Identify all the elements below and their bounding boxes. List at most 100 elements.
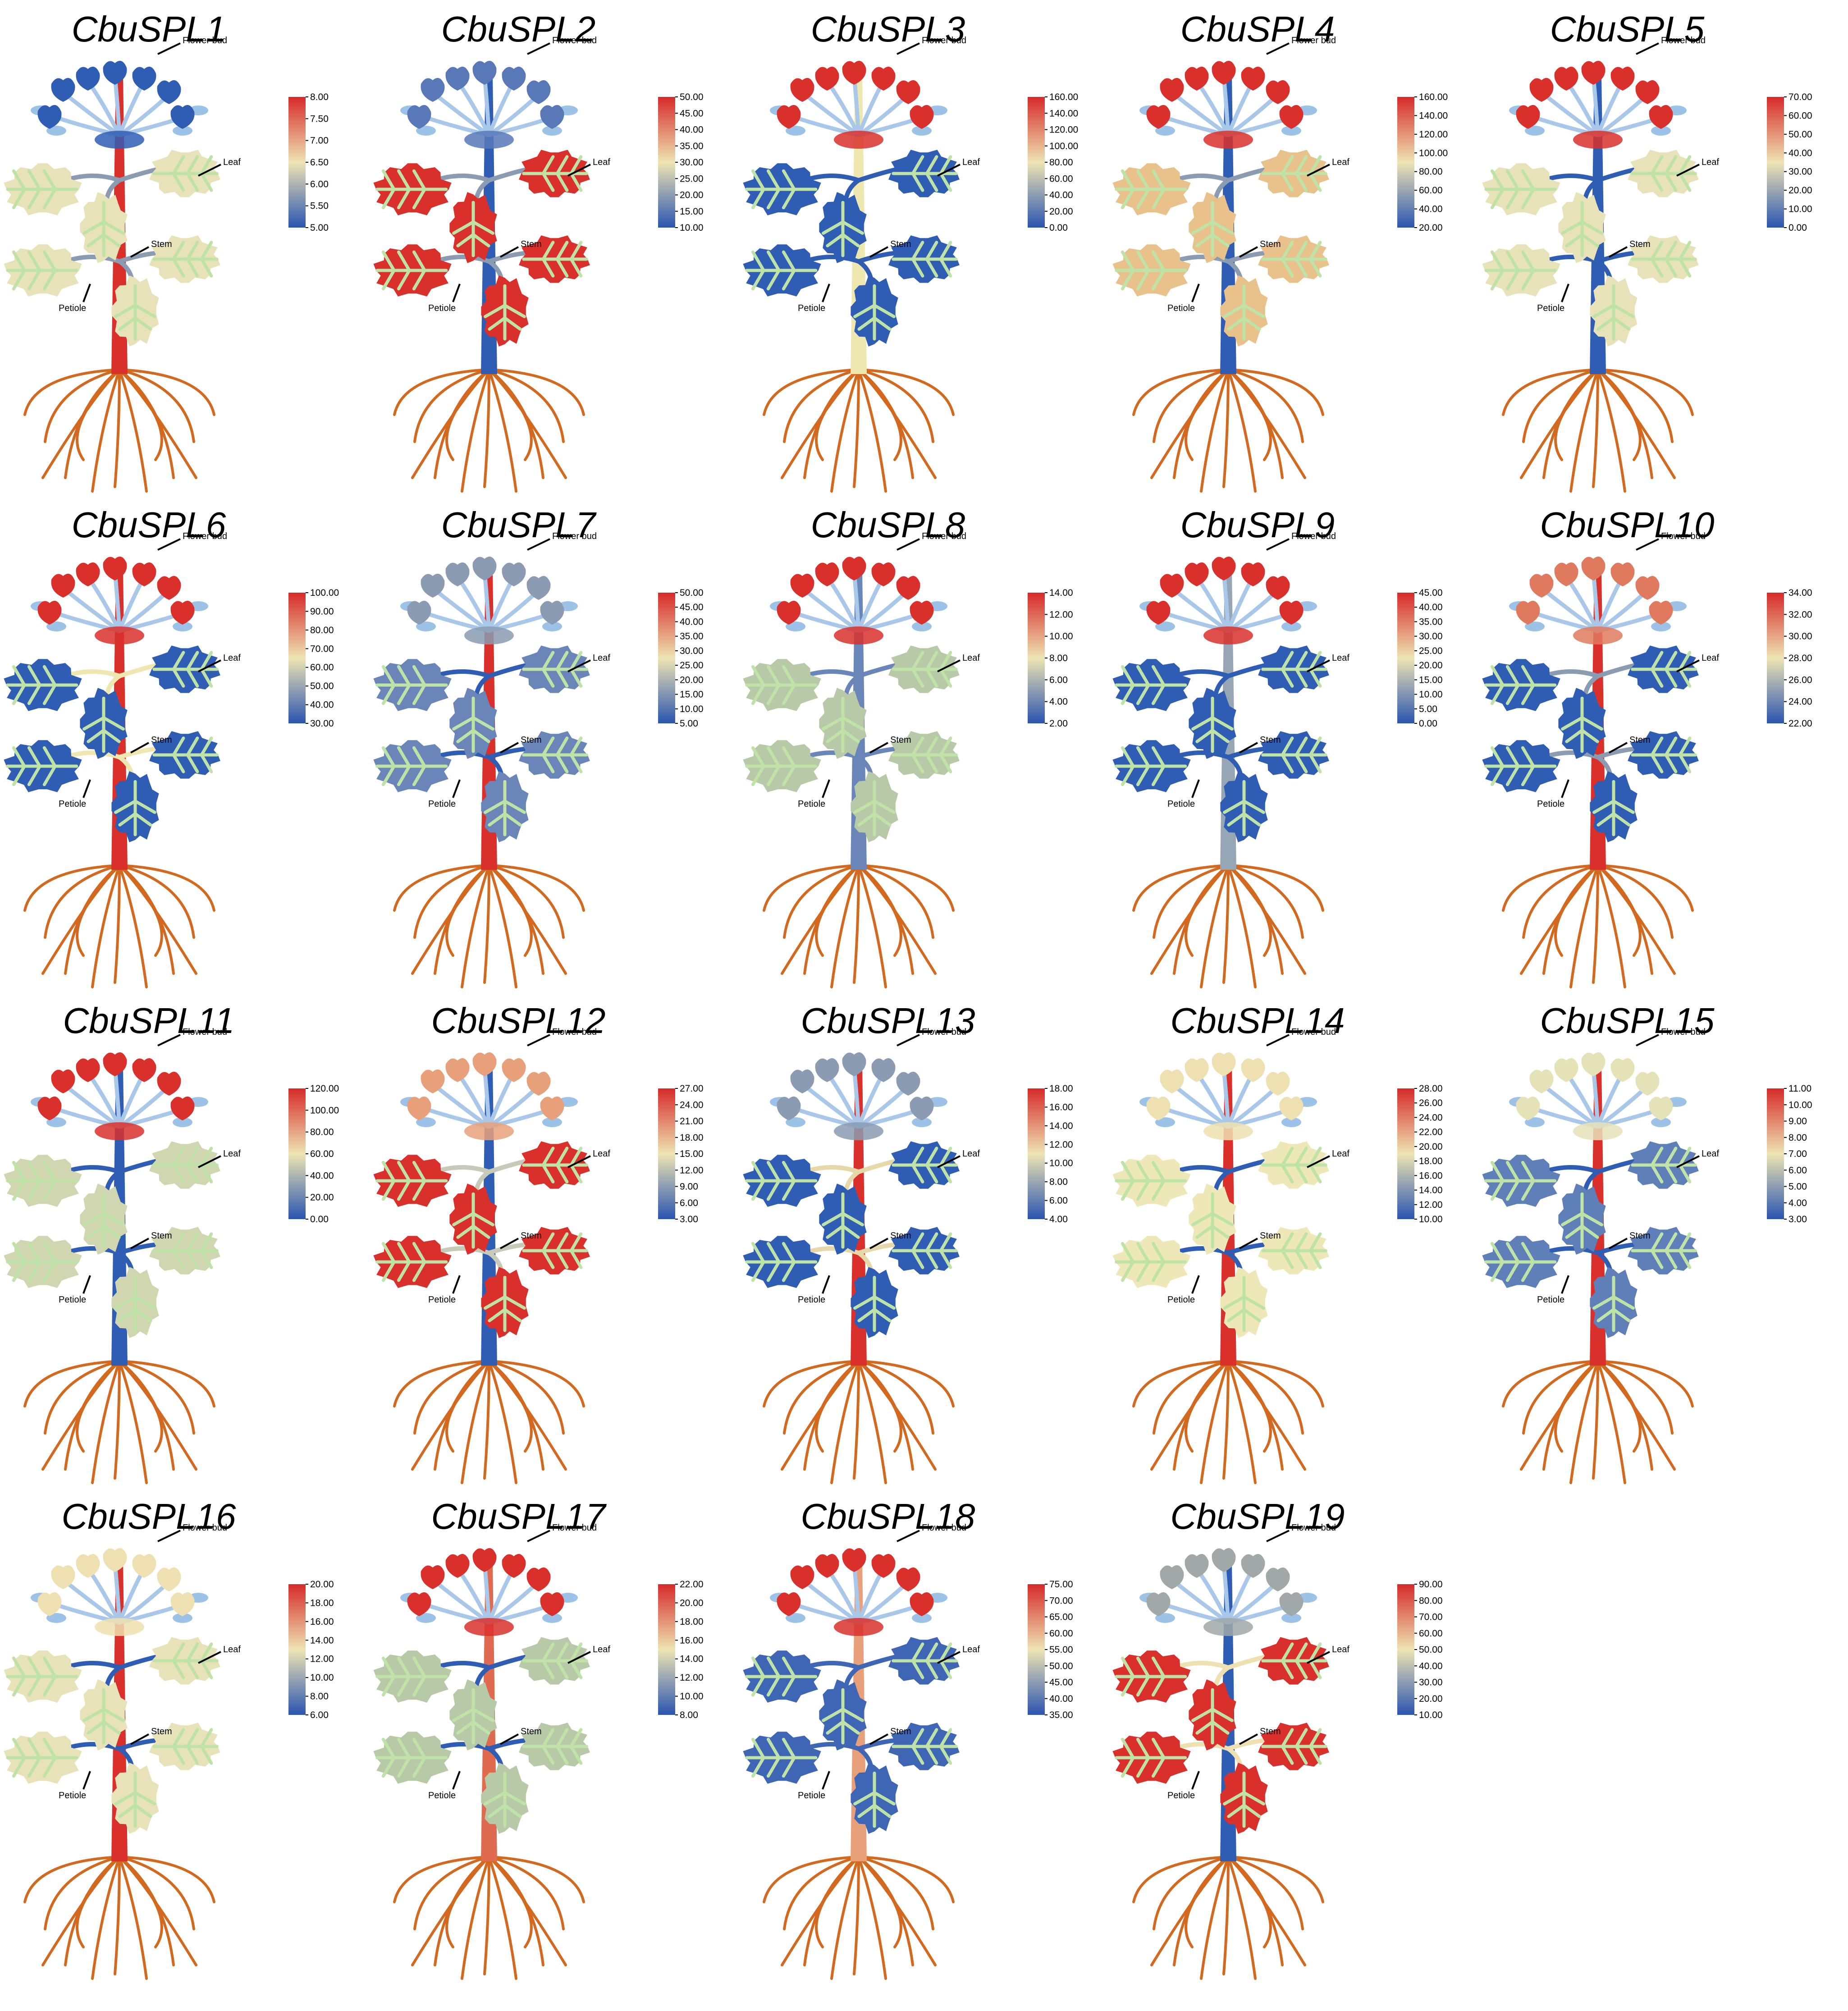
colorbar-gradient (288, 97, 306, 228)
open-flower (173, 622, 192, 631)
label-leaders (1561, 538, 1700, 798)
flower-bud (51, 573, 75, 598)
label-leaf: Leaf (1702, 653, 1719, 663)
colorbar-tick-label: 6.00 (1789, 1165, 1807, 1175)
label-petiole: Petiole (798, 799, 825, 809)
colorbar-tick-label: 50.00 (1049, 1661, 1073, 1671)
flower-bud (1581, 60, 1606, 85)
colorbar-tick-label: 40.00 (1419, 602, 1443, 612)
label-stem: Stem (890, 1727, 911, 1737)
flower-bud (132, 66, 156, 91)
label-stem: Stem (521, 735, 542, 745)
label-leaf: Leaf (962, 157, 980, 167)
flower-bud (1146, 1592, 1171, 1616)
gene-title: CbuSPL13 (800, 1001, 975, 1041)
flower-bud (1649, 105, 1673, 129)
colorbar-tick-label: 45.00 (680, 602, 704, 612)
label-petiole: Petiole (1167, 303, 1195, 313)
roots (763, 864, 955, 988)
colorbar-tick-label: 0.00 (310, 1214, 329, 1225)
colorbar-tick-label: 6.00 (1049, 1196, 1068, 1206)
flower-bud (1635, 80, 1660, 104)
open-flower (416, 126, 436, 136)
flower-bud (132, 562, 156, 586)
gene-title: CbuSPL19 (1170, 1496, 1345, 1536)
flower-bud (1241, 562, 1265, 586)
gene-panel: Flower bud Leaf Stem Petiole 160.00 140.00 120… (739, 0, 1109, 496)
colorbar-tick-label: 10.00 (1419, 1214, 1443, 1225)
open-flower (1651, 1117, 1671, 1127)
plant: Flower bud Leaf Stem Petiole (743, 36, 980, 493)
label-leaf: Leaf (223, 1645, 241, 1655)
gene-panel: Flower bud Leaf Stem Petiole 20.00 18.00 16.00… (0, 1487, 370, 1983)
colorbar-tick-label: 12.00 (310, 1654, 334, 1664)
open-flower (786, 126, 805, 136)
colorbar-tick-label: 40.00 (310, 1170, 334, 1181)
colorbar-tick-label: 5.50 (310, 201, 329, 211)
colorbar-tick-label: 10.00 (1419, 690, 1443, 700)
colorbar-tick-label: 15.00 (680, 206, 704, 217)
label-leaders (1561, 42, 1700, 302)
flower-bud (1635, 1071, 1660, 1096)
colorbar-tick-label: 16.00 (680, 1635, 704, 1645)
plant-diagram: Flower bud Leaf Stem Petiole (1112, 1523, 1349, 1980)
colorbar-gradient (1767, 97, 1784, 228)
gene-panel: Flower bud Leaf Stem Petiole 70.00 60.00 50.00… (1478, 0, 1848, 496)
colorbar-tick-label: 20.00 (680, 1598, 704, 1608)
colorbar-tick-label: 10.00 (1789, 1100, 1812, 1110)
colorbar-tick-label: 6.50 (310, 157, 329, 168)
colorbar-tick-label: 0.00 (1789, 223, 1807, 233)
colorbar-tick-label: 30.00 (1789, 631, 1812, 642)
colorbar-tick-label: 60.00 (1419, 1628, 1443, 1639)
colorbar-tick-label: 40.00 (1049, 190, 1073, 201)
label-leaders (452, 1034, 591, 1294)
gene-panel: Flower bud Leaf Stem Petiole 8.00 7.50 7.00 6.5… (0, 0, 370, 496)
colorbar-tick-label: 20.00 (310, 1579, 334, 1590)
label-leaf: Leaf (593, 1149, 610, 1159)
flower-bud (842, 1548, 866, 1572)
colorbar-tick-label: 10.00 (1419, 1710, 1443, 1720)
colorbar-gradient (1397, 97, 1414, 228)
colorbar-tick-label: 35.00 (680, 141, 704, 151)
plant-diagram: Flower bud Leaf Stem Petiole (1112, 1027, 1349, 1484)
colorbar-tick-label: 140.00 (1419, 110, 1448, 121)
colorbar-tick-label: 70.00 (1049, 1595, 1073, 1606)
gene-panel: Flower bud Leaf Stem Petiole 90.00 80.00 70.00… (1109, 1487, 1478, 1983)
crown (1203, 626, 1253, 644)
flower-bud (1160, 78, 1184, 102)
flower-bud (790, 78, 814, 102)
label-leaf: Leaf (223, 653, 241, 663)
flower-bud (1146, 600, 1171, 625)
colorbar-tick-label: 40.00 (680, 125, 704, 135)
colorbar-tick-label: 90.00 (1419, 1579, 1443, 1590)
roots (1132, 368, 1324, 493)
plant-diagram: Flower bud Leaf Stem Petiole (743, 1523, 980, 1980)
open-flower (1651, 126, 1671, 136)
flower-bud (37, 1592, 62, 1616)
flower-bud (132, 1554, 156, 1578)
flower-bud (1635, 576, 1660, 600)
open-flower (786, 1117, 805, 1127)
plant: Flower bud Leaf Stem Petiole (743, 1027, 980, 1484)
flower-bud (76, 562, 100, 586)
colorbar-tick-label: 20.00 (310, 1193, 334, 1203)
gene-panel: Flower bud Leaf Stem Petiole 27.00 24.00 21.00… (370, 992, 739, 1487)
crown (834, 1122, 883, 1140)
label-petiole: Petiole (428, 303, 456, 313)
colorbar: 50.00 45.00 40.00 35.00 30.00 25.00 20.00 15.00… (658, 588, 704, 729)
gene-title: CbuSPL16 (61, 1496, 236, 1536)
colorbar: 160.00 140.00 120.00 100.00 80.00 60.00 40.00 2… (1028, 92, 1078, 233)
flower-bud (1529, 78, 1554, 102)
open-flower (1281, 622, 1301, 631)
flower-bud (445, 1058, 470, 1082)
colorbar: 14.00 12.00 10.00 8.00 6.00 4.00 2.00 (1028, 588, 1073, 729)
colorbar-gradient (1767, 593, 1784, 723)
label-stem: Stem (1629, 239, 1651, 249)
open-flower (1651, 622, 1671, 631)
plant: Flower bud Leaf Stem Petiole (1482, 1027, 1719, 1484)
flower-bud (76, 66, 100, 91)
colorbar-tick-label: 20.00 (1419, 223, 1443, 233)
flower-bud (1266, 1567, 1290, 1591)
colorbar-tick-label: 24.00 (1419, 1112, 1443, 1123)
gene-panel: Flower bud Leaf Stem Petiole 50.00 45.00 40.00… (370, 496, 739, 992)
